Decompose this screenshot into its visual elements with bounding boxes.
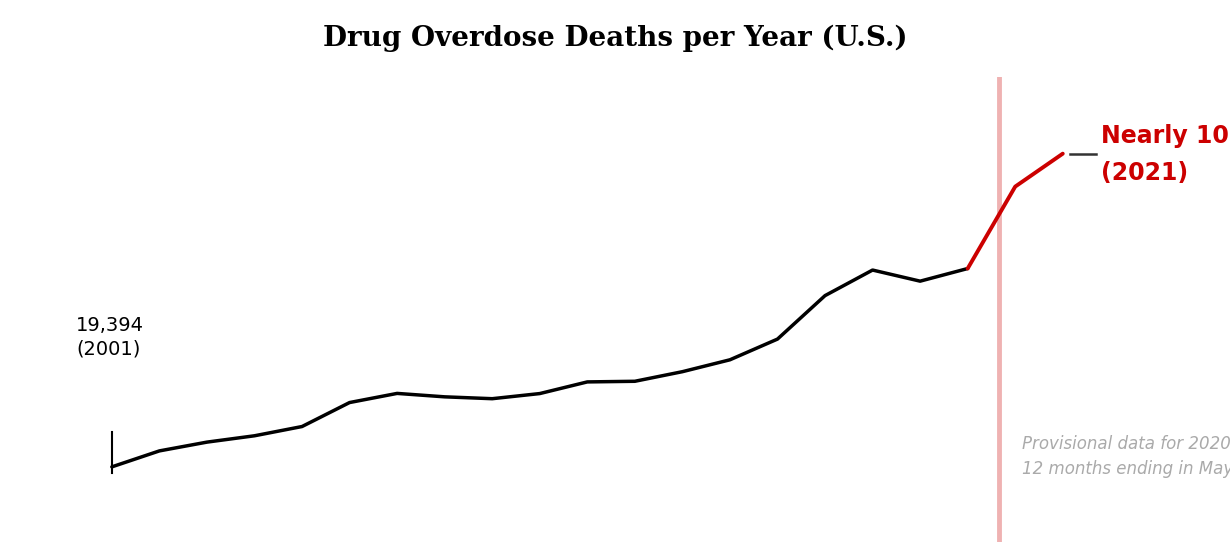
Text: Nearly 100,000: Nearly 100,000 <box>1101 124 1230 148</box>
Text: Provisional data for 2020 and
12 months ending in May 2021: Provisional data for 2020 and 12 months … <box>1022 435 1230 478</box>
Text: (2021): (2021) <box>1101 160 1188 185</box>
Text: Drug Overdose Deaths per Year (U.S.): Drug Overdose Deaths per Year (U.S.) <box>322 25 908 52</box>
Text: 19,394
(2001): 19,394 (2001) <box>76 316 144 358</box>
